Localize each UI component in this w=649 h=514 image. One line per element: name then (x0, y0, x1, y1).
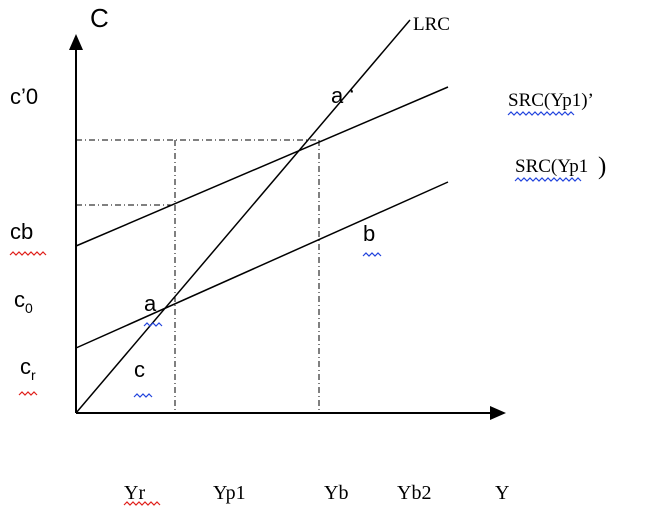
y-axis-label: C (90, 3, 109, 33)
point-b-label: b (363, 221, 375, 246)
y-label-cr-base: c (20, 354, 31, 379)
blue-squiggle-b (362, 252, 382, 257)
blue-squiggle-src-lower (514, 177, 582, 182)
y-label-c0-base: c (14, 287, 25, 312)
guide-lines (76, 139, 320, 413)
src-upper-line (75, 86, 449, 247)
src-lower-label-paren: ) (598, 153, 606, 180)
y-label-cr: cr (20, 354, 36, 383)
point-a-prime-label: a ‘ (331, 83, 354, 108)
x-label-yp1: Yp1 (213, 482, 246, 504)
blue-squiggle-a (143, 322, 163, 327)
x-label-yb2: Yb2 (397, 482, 431, 504)
blue-squiggle-c (133, 393, 153, 398)
lrc-line (75, 19, 411, 414)
point-c-label: c (134, 357, 145, 382)
x-axis-label: Y (495, 482, 509, 504)
src-upper-label: SRC(Yp1)’ (508, 90, 594, 111)
x-label-yb: Yb (324, 482, 348, 504)
point-a-label: a (144, 291, 157, 316)
red-squiggle-yr (123, 501, 161, 506)
src-lower-line (75, 181, 449, 349)
src-lower-label-base: SRC(Yp1 (515, 156, 588, 177)
x-label-yr: Yr (124, 482, 145, 504)
y-label-cr-sub: r (31, 367, 36, 383)
lrc-label: LRC (413, 14, 450, 35)
y-axis-arrowhead (69, 34, 83, 50)
axes (75, 46, 493, 414)
y-label-c-prime-0: c’0 (10, 84, 38, 109)
y-label-c0-sub: 0 (25, 300, 33, 316)
red-squiggle-cr (18, 391, 38, 396)
y-label-cb: cb (10, 219, 33, 244)
red-squiggle-cb (9, 251, 47, 256)
blue-squiggle-src-upper (507, 111, 575, 116)
y-label-c0: c0 (14, 287, 33, 316)
x-axis-arrowhead (490, 406, 506, 420)
